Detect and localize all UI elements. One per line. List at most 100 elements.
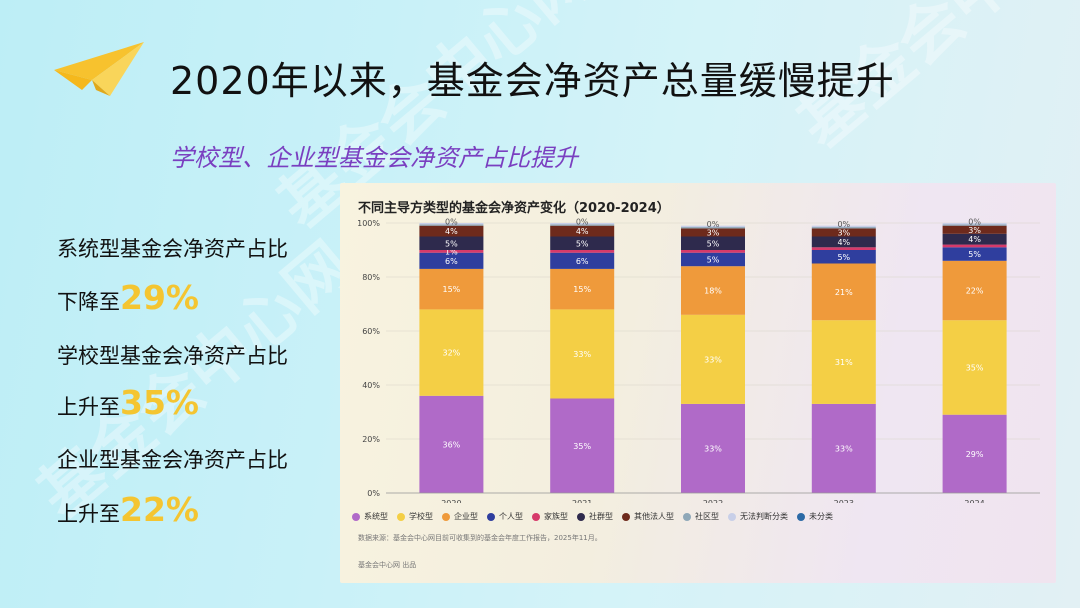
y-tick-label: 40% xyxy=(362,381,380,390)
bar-segment xyxy=(942,260,1007,321)
x-tick-label: 2020 xyxy=(441,499,461,503)
bar-segment xyxy=(811,247,876,250)
chart-title: 不同主导方类型的基金会净资产变化（2020-2024） xyxy=(358,201,670,216)
legend-item: 无法判断分类 xyxy=(728,511,788,522)
data-label: 5% xyxy=(837,253,850,262)
watermark: 基金会中心网 xyxy=(24,228,367,533)
bar-segment xyxy=(942,414,1007,493)
legend-swatch xyxy=(577,512,585,521)
page-title: 2020年以来，基金会净资产总量缓慢提升 xyxy=(170,59,895,103)
data-label: 4% xyxy=(576,227,589,236)
legend-item: 企业型 xyxy=(442,511,478,522)
bar-segment xyxy=(811,320,876,404)
data-label: 4% xyxy=(837,238,850,247)
bar-segment xyxy=(550,224,615,226)
data-label: 5% xyxy=(707,239,720,248)
bar-segment xyxy=(811,225,876,228)
bar-segment xyxy=(550,223,615,225)
data-label: 4% xyxy=(968,235,981,244)
bar-segment xyxy=(681,236,745,250)
bar-segment xyxy=(419,225,484,237)
legend-item: 未分类 xyxy=(797,511,833,522)
x-tick-label: 2024 xyxy=(964,499,984,503)
legend-label: 学校型 xyxy=(409,512,433,521)
data-label: 33% xyxy=(835,444,853,453)
legend-swatch xyxy=(352,512,360,521)
data-label: 0% xyxy=(445,218,458,227)
bar-segment xyxy=(550,268,615,310)
bar-segment xyxy=(811,228,876,237)
y-tick-label: 60% xyxy=(362,327,380,336)
x-tick-label: 2021 xyxy=(572,499,592,503)
data-label: 31% xyxy=(835,358,853,367)
bar-segment xyxy=(681,225,745,228)
bar-segment xyxy=(419,395,484,493)
data-label: 0% xyxy=(968,218,981,227)
stat-prefix: 上升至 xyxy=(57,502,120,526)
y-tick-label: 20% xyxy=(362,435,380,444)
data-label: 33% xyxy=(704,444,722,453)
legend-label: 社区型 xyxy=(695,512,719,521)
stat-prefix: 下降至 xyxy=(57,290,120,314)
source-note: 数据来源：基金会中心网目前可收集到的基金会年度工作报告，2025年11月。 xyxy=(358,534,602,542)
bar-segment xyxy=(811,263,876,321)
bar-segment xyxy=(811,403,876,493)
data-label: 5% xyxy=(576,239,589,248)
data-label: 15% xyxy=(443,285,461,294)
stat-percentage: 35% xyxy=(120,383,199,422)
data-label: 33% xyxy=(573,350,591,359)
data-label: 15% xyxy=(573,285,591,294)
data-label: 6% xyxy=(576,257,589,266)
data-label: 4% xyxy=(445,227,458,236)
bar-segment xyxy=(550,225,615,237)
legend-item: 家族型 xyxy=(532,511,568,522)
stat-label: 系统型基金会净资产占比 xyxy=(57,237,288,261)
stat-value-line: 下降至29% xyxy=(57,278,199,317)
stat-value-line: 上升至22% xyxy=(57,490,199,529)
data-label: 3% xyxy=(837,228,850,237)
data-label: 18% xyxy=(704,287,722,296)
bar-segment xyxy=(681,228,745,237)
legend-swatch xyxy=(797,512,805,521)
stat-label: 学校型基金会净资产占比 xyxy=(57,344,288,368)
bar-segment xyxy=(419,309,484,396)
chart-legend: 系统型 学校型 企业型 个人型 家族型 社群型 其他法人型 社区型 无法判断分类 未分类 xyxy=(352,511,833,522)
chart-card: 0%20%40%60%80%100%36%32%15%6%1%5%4%0%202… xyxy=(340,183,1056,583)
legend-label: 未分类 xyxy=(809,512,833,521)
y-tick-label: 80% xyxy=(362,273,380,282)
legend-swatch xyxy=(442,512,450,521)
data-label: 5% xyxy=(445,239,458,248)
bar-segment xyxy=(550,236,615,250)
stat-value-line: 上升至35% xyxy=(57,383,199,422)
data-label: 21% xyxy=(835,288,853,297)
y-tick-label: 100% xyxy=(357,219,380,228)
x-tick-label: 2023 xyxy=(834,499,854,503)
bar-segment xyxy=(942,225,1007,234)
legend-item: 系统型 xyxy=(352,511,388,522)
data-label: 6% xyxy=(445,257,458,266)
bar-segment xyxy=(942,223,1007,225)
legend-label: 无法判断分类 xyxy=(740,512,788,521)
data-label: 0% xyxy=(837,220,850,229)
bar-segment xyxy=(942,224,1007,226)
bar-segment xyxy=(419,223,484,225)
bar-segment xyxy=(681,403,745,493)
bar-segment xyxy=(681,252,745,267)
legend-swatch xyxy=(622,512,630,521)
legend-label: 家族型 xyxy=(544,512,568,521)
bar-segment xyxy=(419,252,484,269)
bar-segment xyxy=(942,233,1007,245)
bar-segment xyxy=(942,320,1007,415)
data-label: 22% xyxy=(966,287,984,296)
legend-item: 社区型 xyxy=(683,511,719,522)
stat-prefix: 上升至 xyxy=(57,395,120,419)
stat-percentage: 22% xyxy=(120,490,199,529)
data-label: 32% xyxy=(443,349,461,358)
data-label: 29% xyxy=(966,450,984,459)
data-label: 5% xyxy=(707,255,720,264)
bar-segment xyxy=(681,250,745,253)
paper-plane-icon xyxy=(54,42,144,96)
legend-label: 其他法人型 xyxy=(634,512,674,521)
bar-segment xyxy=(419,268,484,310)
bar-segment xyxy=(942,247,1007,261)
